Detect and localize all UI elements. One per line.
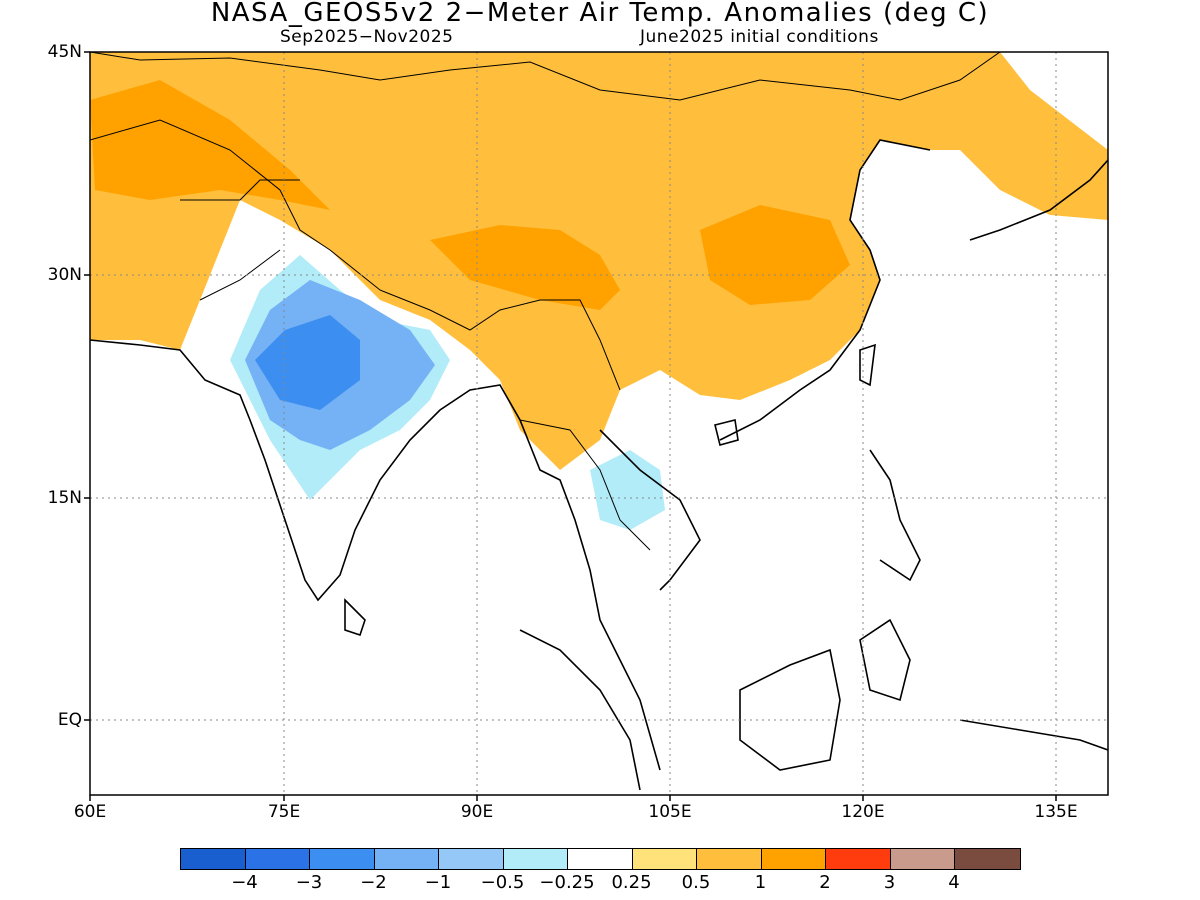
colorbar-label: 2 [819,872,831,893]
cool-region-indochina [590,450,665,530]
cool-region-core [255,315,360,410]
colorbar-swatch [826,849,891,869]
colorbar [180,848,1021,870]
country-borders [90,52,1001,551]
lat-label-eq: EQ [57,710,82,730]
lon-label-60e: 60E [73,802,107,822]
coastlines [90,139,1108,791]
gridlines [90,52,1108,795]
axis-ticks [84,51,1057,801]
colorbar-label: −0.5 [480,872,525,893]
colorbar-label: −4 [231,872,258,893]
colorbar-label: 1 [754,872,767,893]
colorbar-swatch [374,849,439,869]
colorbar-swatch [632,849,697,869]
colorbar-label: 0.25 [611,872,652,893]
colorbar-label: −0.25 [539,872,595,893]
colorbar-swatch [310,849,375,869]
colorbar-label: 3 [883,872,896,893]
colorbar-swatch [697,849,762,869]
colorbar-label: −1 [424,872,452,893]
lon-label-105e: 105E [648,802,692,822]
lat-label-30n: 30N [47,265,82,285]
lat-label-45n: 45N [47,42,82,62]
colorbar-label: −3 [295,872,323,893]
lon-label-75e: 75E [267,802,301,822]
init-conditions-subtitle: June2025 initial conditions [640,27,879,47]
colorbar-swatch [503,849,568,869]
lon-label-120e: 120E [841,802,885,822]
warm-region-strong-east [700,205,850,305]
colorbar-swatch [955,849,1020,869]
lat-label-15n: 15N [47,488,82,508]
warm-region-strong [430,225,620,310]
lon-label-135e: 135E [1034,802,1078,822]
colorbar-swatch [181,849,246,869]
colorbar-swatch [439,849,504,869]
map-frame [89,51,1109,796]
colorbar-swatch [761,849,826,869]
warm-region-strong-west [90,80,330,210]
colorbar-swatch [568,849,633,869]
colorbar-label: −2 [360,872,387,893]
lon-label-90e: 90E [460,802,494,822]
colorbar-swatch [890,849,955,869]
season-subtitle: Sep2025−Nov2025 [280,27,454,47]
map-title: NASA_GEOS5v2 2−Meter Air Temp. Anomalies… [210,0,990,28]
colorbar-label: 4 [948,872,960,893]
colorbar-swatch [245,849,310,869]
colorbar-label: 0.5 [681,872,711,893]
